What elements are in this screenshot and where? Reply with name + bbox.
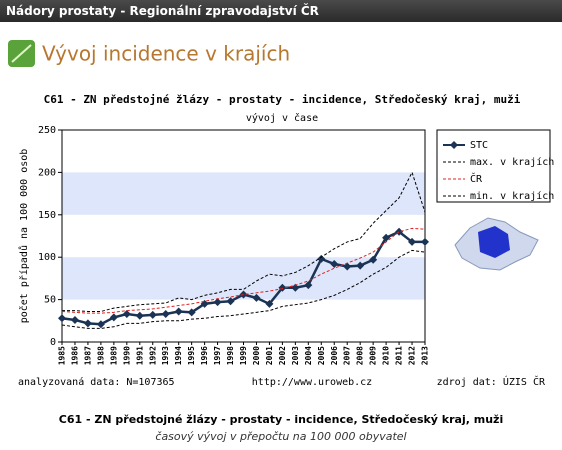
- x-tick-label: 2000: [252, 346, 261, 365]
- x-tick-label: 2011: [395, 346, 404, 365]
- legend-label: max. v krajích: [470, 156, 554, 168]
- legend-label: min. v krajích: [470, 190, 554, 202]
- data-point: [317, 254, 326, 263]
- data-point: [408, 237, 417, 246]
- y-tick-label: 200: [38, 167, 56, 178]
- y-axis-label: počet případů na 100 000 osob: [18, 149, 30, 324]
- x-tick-label: 2007: [343, 346, 352, 365]
- x-tick-label: 2001: [265, 346, 274, 365]
- x-tick-label: 2005: [317, 346, 326, 365]
- x-tick-label: 2006: [330, 346, 339, 365]
- x-tick-label: 1990: [122, 346, 131, 365]
- legend-label: ČR: [470, 172, 483, 185]
- data-point: [96, 320, 105, 329]
- x-tick-label: 2008: [356, 346, 365, 365]
- data-point: [226, 297, 235, 306]
- y-tick-label: 150: [38, 210, 56, 221]
- x-tick-label: 1996: [200, 346, 209, 365]
- header-title: Nádory prostaty - Regionální zpravodajst…: [0, 0, 562, 22]
- data-point: [70, 315, 79, 324]
- data-point: [174, 307, 183, 316]
- plot-background: [62, 130, 425, 342]
- x-tick-label: 1992: [148, 346, 157, 365]
- x-tick-label: 1985: [58, 346, 67, 365]
- data-point: [278, 283, 287, 292]
- series-line: [62, 171, 426, 312]
- series-line: [61, 249, 426, 329]
- x-tick-label: 2003: [291, 346, 300, 365]
- data-point: [122, 310, 131, 319]
- data-point: [135, 311, 144, 320]
- data-point: [369, 255, 378, 264]
- plot-frame: [61, 129, 426, 343]
- x-tick-label: 2012: [408, 346, 417, 365]
- data-point: [187, 308, 196, 317]
- data-point: [343, 262, 352, 271]
- annotation: zdroj dat: ÚZIS ČR: [437, 375, 546, 388]
- x-tick-label: 1998: [226, 346, 235, 365]
- y-tick-label: 250: [38, 125, 56, 136]
- data-point: [265, 299, 274, 308]
- x-tick-label: 1991: [135, 346, 144, 365]
- data-point: [213, 298, 222, 307]
- chart-title: C61 - ZN předstojné žlázy - prostaty - i…: [44, 93, 521, 106]
- data-point: [304, 281, 313, 290]
- data-point: [161, 310, 170, 319]
- caption-subtitle: časový vývoj v přepočtu na 100 000 obyva…: [155, 430, 406, 443]
- data-point: [83, 319, 92, 328]
- legend-box: [436, 129, 551, 203]
- data-point: [148, 310, 157, 319]
- legend-label: STC: [470, 140, 488, 151]
- x-tick-label: 1995: [187, 346, 196, 365]
- data-point: [330, 259, 339, 268]
- data-point: [252, 293, 261, 302]
- x-tick-label: 1988: [96, 346, 105, 365]
- annotation: analyzovaná data: N=107365: [18, 376, 175, 388]
- data-point: [356, 261, 365, 270]
- x-tick-label: 1999: [239, 346, 248, 365]
- x-tick-label: 1987: [83, 346, 92, 365]
- series-line: [61, 227, 426, 314]
- x-tick-label: 1989: [109, 346, 118, 365]
- caption-title: C61 - ZN předstojné žlázy - prostaty - i…: [59, 413, 503, 426]
- chart-subtitle: vývoj v čase: [246, 112, 318, 124]
- plot: 0 50 100 150 200 250 počet případů na 100 000 …: [18, 125, 430, 365]
- data-point: [291, 283, 300, 292]
- x-tick-label: 2004: [304, 346, 313, 365]
- grid-band: [62, 172, 425, 215]
- x-tick-label: 1986: [70, 346, 79, 365]
- x-tick-label: 2010: [382, 346, 391, 365]
- x-tick-label: 2009: [369, 346, 378, 365]
- data-point: [382, 233, 391, 242]
- page-title: Vývoj incidence v krajích: [42, 42, 290, 66]
- title-icon-stroke: [11, 44, 32, 63]
- x-tick-label: 1997: [213, 346, 222, 365]
- y-tick-label: 0: [50, 337, 56, 348]
- legend-marker: [450, 141, 458, 149]
- y-tick-label: 100: [38, 252, 56, 263]
- annotation: http://www.uroweb.cz: [252, 377, 372, 388]
- x-tick-label: 2002: [278, 346, 287, 365]
- data-point: [421, 237, 429, 246]
- y-tick-label: 50: [44, 295, 56, 306]
- map-region: [478, 226, 510, 258]
- data-point: [58, 314, 66, 323]
- x-tick-label: 2013: [421, 346, 430, 365]
- x-tick-label: 1994: [174, 346, 183, 365]
- data-point: [109, 313, 118, 322]
- x-tick-label: 1993: [161, 346, 170, 365]
